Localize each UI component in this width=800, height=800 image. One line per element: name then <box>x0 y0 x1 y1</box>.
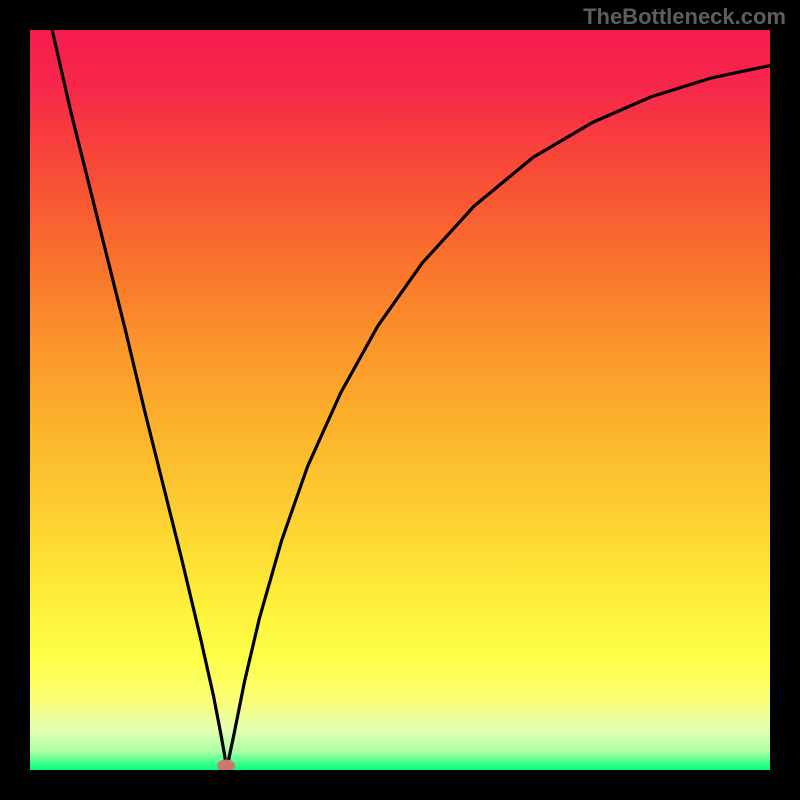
chart-container: TheBottleneck.com <box>0 0 800 800</box>
watermark-text: TheBottleneck.com <box>583 4 786 30</box>
plot-svg <box>30 30 770 770</box>
